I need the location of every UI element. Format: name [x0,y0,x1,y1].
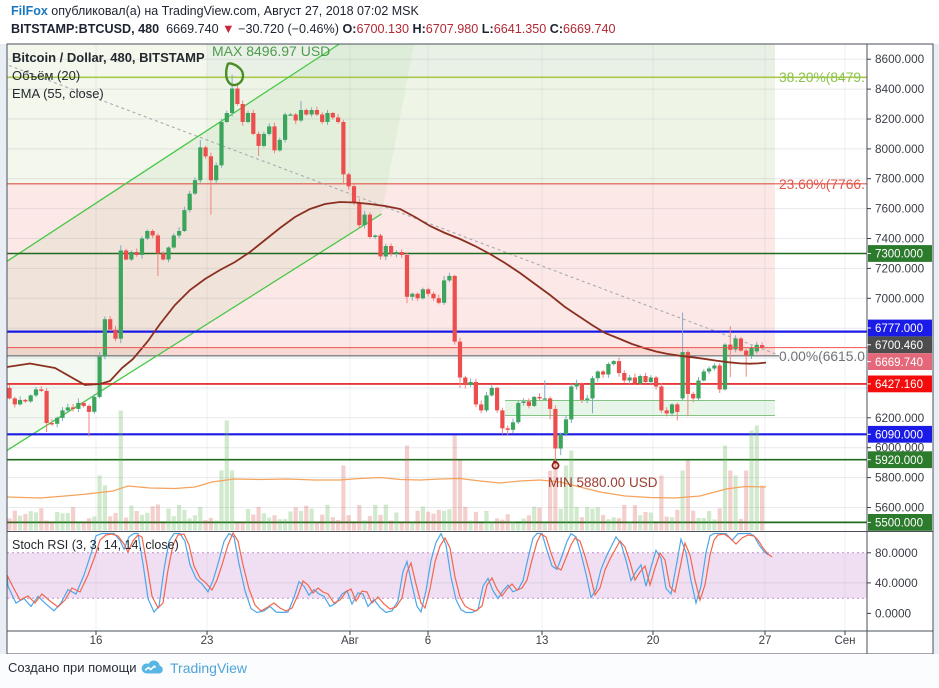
svg-text:6: 6 [425,635,431,647]
svg-text:13: 13 [536,635,549,647]
svg-text:8400.000: 8400.000 [875,82,925,96]
svg-text:7000.000: 7000.000 [875,291,925,305]
svg-text:Stoch RSI (3, 3, 14, 14, close: Stoch RSI (3, 3, 14, 14, close) [12,538,179,552]
svg-text:8000.000: 8000.000 [875,142,925,156]
svg-text:0.0000: 0.0000 [875,606,912,620]
svg-text:6090.000: 6090.000 [875,430,923,442]
svg-text:6700.460: 6700.460 [875,340,923,352]
svg-text:MAX 8496.97 USD: MAX 8496.97 USD [212,43,330,59]
svg-text:6200.000: 6200.000 [875,411,925,425]
svg-text:6000.000: 6000.000 [875,441,925,455]
svg-text:5500.000: 5500.000 [875,518,923,530]
svg-text:40.0000: 40.0000 [875,576,918,590]
svg-text:7300.000: 7300.000 [875,249,923,261]
svg-text:16: 16 [90,635,103,647]
svg-text:EMA (55, close): EMA (55, close) [12,86,104,101]
svg-text:Сен: Сен [834,635,855,647]
svg-text:Bitcoin / Dollar, 480, BITSTAM: Bitcoin / Dollar, 480, BITSTAMP [12,50,205,65]
svg-text:7200.000: 7200.000 [875,261,925,275]
svg-text:0.00%(6615.0: 0.00%(6615.0 [779,349,865,364]
svg-text:38.20%(8479.: 38.20%(8479. [779,70,865,85]
svg-text:MIN 5880.00 USD: MIN 5880.00 USD [548,475,658,490]
svg-text:6669.740: 6669.740 [875,357,923,369]
svg-text:20: 20 [647,635,660,647]
svg-text:Авг: Авг [341,635,359,647]
svg-text:6427.160: 6427.160 [875,379,923,391]
svg-text:23.60%(7766.: 23.60%(7766. [779,177,865,192]
svg-text:5800.000: 5800.000 [875,471,925,485]
svg-text:7800.000: 7800.000 [875,172,925,186]
svg-text:Объём (20): Объём (20) [12,68,80,83]
svg-text:6777.000: 6777.000 [875,323,923,335]
svg-text:8600.000: 8600.000 [875,52,925,66]
svg-text:5600.000: 5600.000 [875,501,925,515]
svg-text:5920.000: 5920.000 [875,455,923,467]
svg-text:7400.000: 7400.000 [875,232,925,246]
svg-text:27: 27 [759,635,772,647]
svg-text:23: 23 [201,635,214,647]
svg-text:80.0000: 80.0000 [875,546,918,560]
svg-text:8200.000: 8200.000 [875,112,925,126]
svg-text:7600.000: 7600.000 [875,202,925,216]
